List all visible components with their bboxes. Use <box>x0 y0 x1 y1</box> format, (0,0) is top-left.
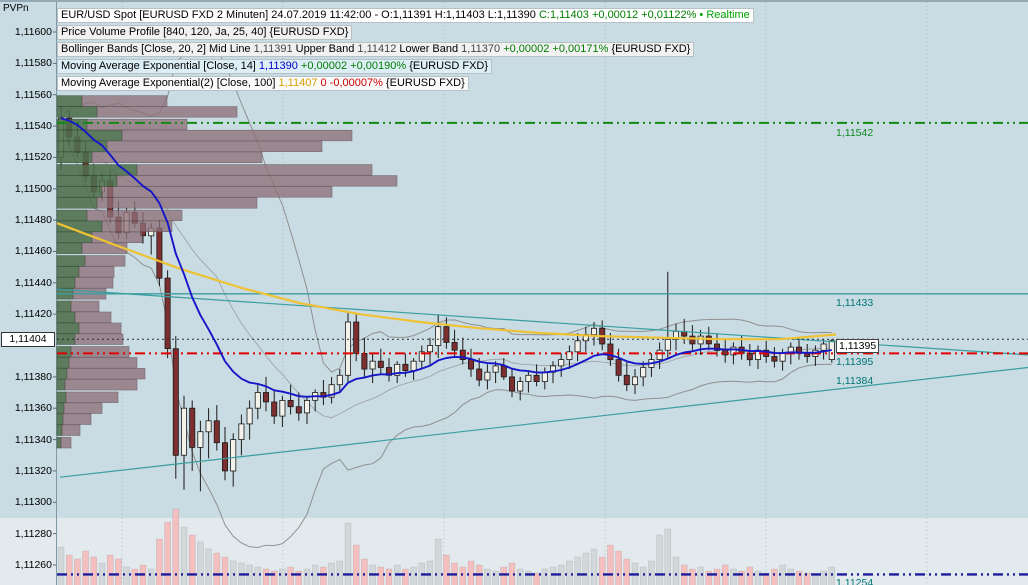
axis-price-label: 1,11500 <box>14 182 52 195</box>
axis-price-label: 1,11540 <box>14 120 52 133</box>
legend-segment: EUR/USD Spot [EURUSD FXD 2 Minuten] 24.0… <box>61 9 539 21</box>
ema14-line <box>60 117 832 398</box>
price-level-label: 1,11384 <box>836 374 874 387</box>
axis-price-label: 1,11580 <box>14 57 52 70</box>
legend-segment: Moving Average Exponential [Close, 14] <box>61 60 259 72</box>
axis-price-label: 1,11420 <box>14 308 52 321</box>
legend-segment: Upper Band <box>295 43 358 55</box>
price-level-label: 1,11395 <box>836 339 880 354</box>
current-price-axis-label: 1,11404 <box>1 331 55 347</box>
legend-row-4[interactable]: Moving Average Exponential(2) [Close, 10… <box>57 76 469 91</box>
legend-segment: 1,11407 <box>278 77 318 89</box>
legend-segment: {EURUSD FXD} <box>382 77 465 89</box>
pane-label: PVPn <box>3 3 29 14</box>
legend-segment: 1,11370 <box>461 43 504 55</box>
legend-segment: Price Volume Profile [840, 120, Ja, 25, … <box>61 26 349 38</box>
legend-row-1[interactable]: Price Volume Profile [840, 120, Ja, 25, … <box>57 25 353 40</box>
legend-row-0[interactable]: EUR/USD Spot [EURUSD FXD 2 Minuten] 24.0… <box>57 8 754 23</box>
legend-row-2[interactable]: Bollinger Bands [Close, 20, 2] Mid Line … <box>57 42 695 57</box>
legend-segment: 0 -0,00007% <box>317 77 383 89</box>
axis-price-label: 1,11600 <box>14 26 52 38</box>
axis-price-label: 1,11480 <box>14 214 52 227</box>
legend-segment: +0,00002 +0,00190% <box>297 60 407 72</box>
price-level-label: 1,11395 <box>836 356 874 369</box>
axis-price-label: 1,11360 <box>14 402 52 415</box>
axis-price-label: 1,11300 <box>14 496 52 509</box>
price-level-label: 1,11433 <box>836 296 874 309</box>
legend-segment: +0,00002 +0,00171% <box>503 43 609 55</box>
axis-price-label: 1,11380 <box>14 370 52 383</box>
legend-segment: 1,11412 <box>357 43 400 55</box>
axis-price-label: 1,11520 <box>14 151 52 164</box>
axis-ticks <box>53 31 57 566</box>
legend-segment: Bollinger Bands [Close, 20, 2] Mid Line <box>61 43 254 55</box>
axis-price-label: 1,11340 <box>14 433 52 446</box>
legend-segment: 1,11391 <box>253 43 296 55</box>
legend-row-3[interactable]: Moving Average Exponential [Close, 14] 1… <box>57 59 493 74</box>
legend-segment: 1,11390 <box>258 60 298 72</box>
price-level-label: 1,11254 <box>836 577 874 585</box>
legend-segment: • Realtime <box>696 9 750 21</box>
legend-segment: Moving Average Exponential(2) [Close, 10… <box>61 77 279 89</box>
legend-segment: {EURUSD FXD} <box>608 43 691 55</box>
time-gridlines <box>121 2 928 585</box>
indicator-legend: EUR/USD Spot [EURUSD FXD 2 Minuten] 24.0… <box>57 8 754 93</box>
axis-price-label: 1,11280 <box>14 527 52 540</box>
legend-segment: {EURUSD FXD} <box>406 60 489 72</box>
bollinger-mid-line <box>60 117 832 419</box>
axis-price-label: 1,11560 <box>14 88 52 101</box>
legend-segment: C:1,11403 +0,00012 +0,01122% <box>538 9 697 21</box>
axis-price-label: 1,11460 <box>14 245 52 258</box>
axis-price-label: 1,11320 <box>14 464 52 477</box>
legend-segment: Lower Band <box>399 43 462 55</box>
horizontal-level-lines[interactable] <box>57 121 1028 576</box>
axis-price-label: 1,11440 <box>14 276 52 289</box>
price-level-label: 1,11542 <box>836 126 874 139</box>
price-volume-profile <box>56 95 398 449</box>
ema100-line <box>56 222 837 341</box>
axis-price-label: 1,11260 <box>14 558 52 571</box>
